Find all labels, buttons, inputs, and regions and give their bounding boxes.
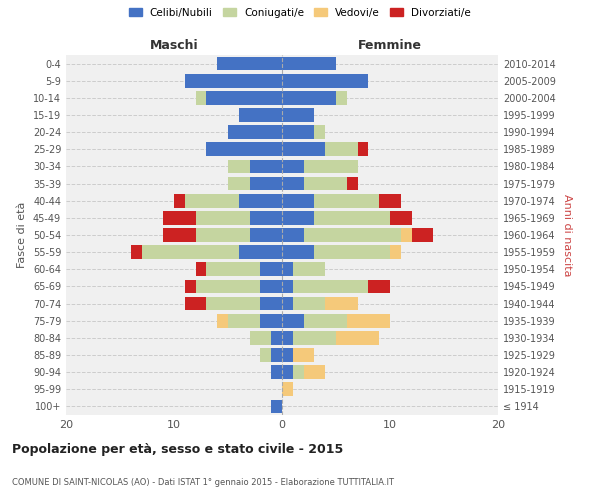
Bar xyxy=(282,331,293,344)
Bar xyxy=(185,74,282,88)
Bar xyxy=(304,176,347,190)
Bar xyxy=(206,296,260,310)
Bar xyxy=(282,91,336,104)
Bar xyxy=(142,246,239,259)
Bar xyxy=(217,56,282,70)
Y-axis label: Anni di nascita: Anni di nascita xyxy=(562,194,572,276)
Bar xyxy=(250,211,282,224)
Bar xyxy=(282,211,314,224)
Bar xyxy=(185,194,239,207)
Y-axis label: Fasce di età: Fasce di età xyxy=(17,202,27,268)
Bar xyxy=(282,142,325,156)
Bar xyxy=(336,91,347,104)
Bar xyxy=(239,108,282,122)
Bar xyxy=(282,348,293,362)
Bar xyxy=(379,194,401,207)
Bar xyxy=(185,280,196,293)
Bar xyxy=(196,262,206,276)
Text: Maschi: Maschi xyxy=(149,40,199,52)
Bar xyxy=(228,314,260,328)
Bar xyxy=(271,331,282,344)
Bar xyxy=(282,314,304,328)
Bar xyxy=(358,142,368,156)
Bar xyxy=(185,296,206,310)
Bar xyxy=(250,160,282,173)
Bar xyxy=(250,331,271,344)
Bar xyxy=(304,160,358,173)
Bar xyxy=(347,314,390,328)
Bar xyxy=(196,280,260,293)
Bar xyxy=(282,126,314,139)
Bar xyxy=(282,366,293,379)
Bar xyxy=(260,280,282,293)
Bar xyxy=(206,91,282,104)
Legend: Celibi/Nubili, Coniugati/e, Vedovi/e, Divorziati/e: Celibi/Nubili, Coniugati/e, Vedovi/e, Di… xyxy=(129,8,471,18)
Bar xyxy=(282,296,293,310)
Bar xyxy=(368,280,390,293)
Bar xyxy=(260,262,282,276)
Bar xyxy=(239,194,282,207)
Bar xyxy=(196,211,250,224)
Bar xyxy=(228,126,282,139)
Bar xyxy=(390,211,412,224)
Bar xyxy=(271,366,282,379)
Bar xyxy=(282,382,293,396)
Bar xyxy=(412,228,433,242)
Bar xyxy=(390,246,401,259)
Bar xyxy=(260,314,282,328)
Bar xyxy=(336,331,379,344)
Bar xyxy=(282,56,336,70)
Bar xyxy=(196,91,206,104)
Bar xyxy=(206,262,260,276)
Bar xyxy=(293,296,325,310)
Text: COMUNE DI SAINT-NICOLAS (AO) - Dati ISTAT 1° gennaio 2015 - Elaborazione TUTTITA: COMUNE DI SAINT-NICOLAS (AO) - Dati ISTA… xyxy=(12,478,394,487)
Bar xyxy=(325,296,358,310)
Bar xyxy=(293,331,336,344)
Bar xyxy=(250,228,282,242)
Bar xyxy=(282,280,293,293)
Bar xyxy=(271,348,282,362)
Bar xyxy=(304,314,347,328)
Bar xyxy=(347,176,358,190)
Bar xyxy=(282,246,314,259)
Bar xyxy=(401,228,412,242)
Bar xyxy=(239,246,282,259)
Bar xyxy=(304,366,325,379)
Bar xyxy=(293,280,368,293)
Bar xyxy=(163,211,196,224)
Bar xyxy=(282,160,304,173)
Bar xyxy=(131,246,142,259)
Bar xyxy=(325,142,358,156)
Text: Femmine: Femmine xyxy=(358,40,422,52)
Bar xyxy=(260,296,282,310)
Bar xyxy=(293,262,325,276)
Bar xyxy=(271,400,282,413)
Bar xyxy=(314,194,379,207)
Bar xyxy=(196,228,250,242)
Bar xyxy=(174,194,185,207)
Bar xyxy=(314,246,390,259)
Bar xyxy=(282,228,304,242)
Bar xyxy=(282,262,293,276)
Bar xyxy=(228,176,250,190)
Text: Popolazione per età, sesso e stato civile - 2015: Popolazione per età, sesso e stato civil… xyxy=(12,442,343,456)
Bar xyxy=(250,176,282,190)
Bar xyxy=(304,228,401,242)
Bar xyxy=(314,211,390,224)
Bar xyxy=(293,366,304,379)
Bar xyxy=(163,228,196,242)
Bar xyxy=(282,194,314,207)
Bar xyxy=(206,142,282,156)
Bar xyxy=(293,348,314,362)
Bar xyxy=(314,126,325,139)
Bar xyxy=(282,74,368,88)
Bar xyxy=(217,314,228,328)
Bar xyxy=(282,176,304,190)
Bar xyxy=(260,348,271,362)
Bar xyxy=(228,160,250,173)
Bar xyxy=(282,108,314,122)
